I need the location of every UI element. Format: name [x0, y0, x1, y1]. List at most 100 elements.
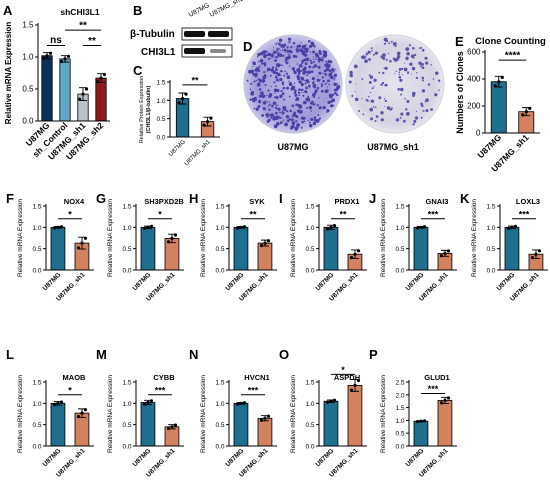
replicate-point — [419, 419, 423, 423]
colony-dot — [432, 78, 435, 80]
colony-dot — [387, 52, 390, 55]
colony-dot — [307, 39, 311, 43]
colony-dot — [328, 83, 330, 86]
colony-dot — [330, 75, 334, 80]
colony-dot — [313, 58, 315, 60]
y-axis-label: Relative mRNA Expression — [17, 375, 24, 453]
colony-dot — [349, 73, 353, 78]
colony-dot — [302, 94, 305, 97]
x-tick-label: U87MG — [315, 271, 336, 292]
colony-dot — [274, 88, 278, 92]
y-axis-label: Relative mRNA Expression — [471, 199, 478, 277]
colony-dot — [272, 103, 274, 105]
colony-dot — [330, 71, 333, 74]
colony-dot — [421, 89, 426, 93]
replicate-point — [493, 84, 497, 88]
colony-dot — [384, 83, 388, 87]
colony-dot — [333, 73, 338, 77]
colony-dot — [268, 94, 272, 98]
colony-dot — [265, 113, 269, 117]
colony-dot — [320, 85, 323, 88]
colony-dot — [403, 119, 406, 123]
colony-dot — [395, 118, 400, 122]
chart-title: PRDX1 — [334, 197, 359, 206]
y-tick-label: 200 — [467, 102, 481, 111]
y-axis-label: Relative mRNA Expression — [290, 375, 297, 453]
colony-dot — [361, 55, 366, 60]
panel-letter: M — [96, 347, 107, 362]
colony-dot — [285, 51, 287, 53]
colony-dot — [257, 83, 261, 87]
y-tick-label: 1.0 — [156, 98, 165, 105]
significance-label: * — [68, 209, 72, 219]
colony-dot — [311, 100, 314, 104]
replicate-point — [356, 249, 361, 253]
bar-U87MG — [233, 226, 249, 271]
colony-dot — [286, 110, 289, 113]
colony-dot — [412, 47, 415, 50]
bar-U87MG_sh1 — [347, 384, 363, 447]
y-tick-label: 1.5 — [305, 204, 314, 211]
y-tick-label: 600 — [467, 48, 481, 57]
y-tick-label: 1.5 — [32, 380, 41, 387]
colony-dot — [288, 80, 290, 82]
colony-dot — [282, 106, 287, 111]
bar-U87MG — [140, 402, 156, 447]
colony-dot — [401, 74, 403, 76]
replicate-point — [56, 225, 60, 229]
replicate-point — [521, 113, 525, 117]
colony-dot — [430, 108, 433, 111]
colony-dot — [252, 74, 255, 77]
colony-dot — [366, 99, 369, 102]
panel-letter-b: B — [133, 3, 142, 18]
colony-dot — [290, 87, 294, 91]
colony-dot — [298, 64, 303, 68]
colony-dot — [275, 104, 278, 107]
colony-dot — [268, 57, 271, 60]
x-tick-label: U87MG — [132, 271, 153, 292]
colony-dot — [308, 123, 313, 128]
colony-dot — [261, 94, 266, 99]
colony-dot — [380, 118, 384, 122]
colony-dot — [285, 61, 289, 65]
y-tick-label: 0.0 — [32, 268, 41, 275]
significance-label: *** — [428, 209, 439, 219]
significance-label: **** — [505, 51, 521, 62]
y-axis-label: Numbers of Clones — [455, 51, 465, 134]
y-tick-label: 0.5 — [32, 422, 41, 429]
colony-dot — [419, 65, 422, 68]
colony-dot — [298, 88, 301, 91]
colony-dot — [293, 91, 297, 95]
significance-label: ns — [50, 35, 62, 46]
x-tick-label: U87MG — [405, 447, 426, 468]
y-tick-label: 0.5 — [395, 246, 404, 253]
colony-dot — [288, 65, 291, 67]
colony-dot — [256, 55, 259, 58]
colony-dot — [370, 99, 373, 103]
colony-dot — [291, 115, 294, 118]
colony-dot — [291, 104, 295, 108]
colony-dot — [317, 114, 320, 117]
colony-dot — [273, 81, 276, 84]
x-tick-label: U87MG — [225, 447, 246, 468]
replicate-point — [99, 76, 103, 80]
bar-U87MG — [323, 400, 339, 447]
colony-dot — [313, 60, 315, 63]
replicate-point — [146, 225, 150, 229]
colony-dot — [330, 104, 334, 108]
y-tick-label: 0.0 — [486, 268, 495, 275]
replicate-point — [510, 225, 514, 229]
colony-dot — [265, 94, 268, 97]
blot-band-tubulin-1 — [184, 31, 205, 37]
y-axis-label: Relative mRNA Expression — [4, 22, 13, 125]
replicate-point — [77, 97, 82, 101]
colony-dot — [415, 76, 419, 80]
colony-dot — [276, 48, 279, 51]
colony-dot — [332, 93, 335, 96]
colony-dot — [262, 62, 264, 65]
colony-dot — [336, 93, 339, 97]
plate-label-sh1: U87MG_sh1 — [367, 142, 419, 152]
colony-dot — [284, 122, 288, 127]
